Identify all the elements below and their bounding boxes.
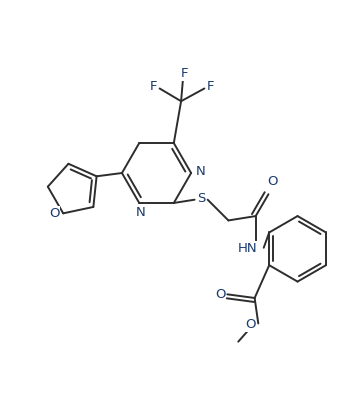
Text: O: O [267,175,277,188]
Text: F: F [181,67,189,81]
Text: HN: HN [238,242,257,255]
Text: O: O [215,288,225,301]
Text: N: N [136,206,146,219]
Text: N: N [196,165,205,178]
Text: F: F [206,80,214,93]
Text: O: O [49,207,59,220]
Text: S: S [197,192,205,205]
Text: F: F [150,80,158,93]
Text: O: O [245,318,256,331]
